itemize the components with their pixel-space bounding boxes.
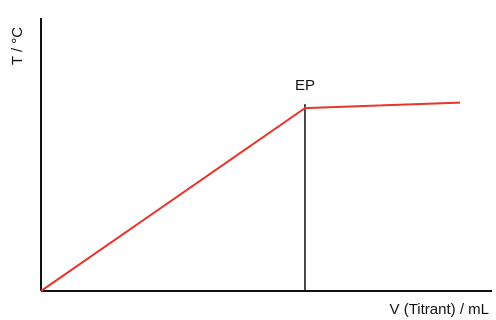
temperature-series-line <box>40 101 461 292</box>
y-axis-label: T / °C <box>9 27 26 65</box>
endpoint-label: EP <box>295 77 315 94</box>
x-axis-label: V (Titrant) / mL <box>390 301 489 318</box>
